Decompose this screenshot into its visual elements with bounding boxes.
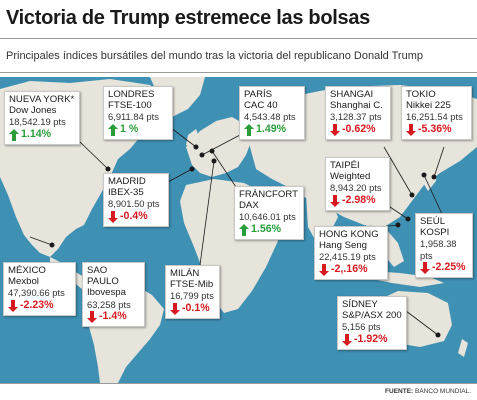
market-index: DAX [239, 200, 259, 212]
new-zealand-landmass [458, 339, 468, 357]
market-index: Nikkei 225 [406, 100, 451, 112]
market-index: S&P/ASX 200 [342, 310, 402, 322]
market-change: -1.92% [342, 333, 402, 346]
market-index: KOSPI [420, 227, 450, 239]
arrow-down-icon [170, 302, 180, 315]
market-index: Weighted [330, 171, 371, 183]
market-index: IBEX-35 [108, 187, 144, 199]
market-value: 4,543.48 pts [244, 111, 296, 123]
arrow-down-icon [330, 194, 340, 207]
market-city: SEÚL [420, 216, 446, 227]
subtitle-divider [0, 72, 477, 73]
arrow-down-icon [406, 123, 416, 136]
market-city: HONG KONG [319, 229, 379, 240]
market-change: 1 % [108, 123, 168, 136]
market-city: SÍDNEY [342, 299, 378, 310]
market-change: -2,.16% [319, 263, 383, 276]
arrow-down-icon [87, 310, 97, 323]
arrow-up-icon [108, 123, 118, 136]
market-card-hong-kong: HONG KONG Hang Seng 22,415.19 pts -2,.16… [314, 226, 388, 280]
market-city: PARÍS [244, 89, 273, 100]
page-subtitle: Principales índices bursátiles del mundo… [6, 50, 423, 62]
market-card-mexico: MÉXICO Mexbol 47,390.66 pts -2.23% [3, 262, 76, 316]
market-change: 1.49% [244, 123, 300, 136]
market-value: 5,156 pts [342, 321, 381, 333]
source-text: BANCO MUNDIAL. [415, 388, 471, 395]
market-change: -2.98% [330, 194, 385, 207]
market-city: TAIPÉI [330, 160, 360, 171]
market-change: -2.25% [420, 261, 468, 274]
page-title: Victoria de Trump estremece las bolsas [6, 7, 370, 29]
market-value: 6,911.84 pts [108, 111, 159, 123]
market-change: 1.56% [239, 223, 299, 236]
arrow-down-icon [420, 261, 430, 274]
market-city: MILÁN [170, 268, 200, 279]
market-card-shangai: SHANGAI Shanghai C. 3,128.37 pts -0.62% [325, 86, 391, 140]
market-city: LONDRES [108, 89, 155, 100]
market-value: 8,901.50 pts [108, 198, 160, 210]
market-change: -0.1% [170, 302, 215, 315]
market-index: Hang Seng [319, 240, 368, 252]
market-index: FTSE-100 [108, 100, 152, 112]
market-value: 18,542.19 pts [9, 116, 66, 128]
title-divider [0, 38, 477, 39]
arrow-up-icon [244, 123, 254, 136]
footer-divider [0, 383, 477, 384]
market-index: Ibovespa [87, 287, 126, 299]
arrow-down-icon [330, 123, 340, 136]
market-change: 1.14% [9, 128, 75, 141]
market-card-madrid: MADRID IBEX-35 8,901.50 pts -0.4% [103, 173, 169, 227]
arrow-down-icon [8, 299, 18, 312]
indonesia-landmass [370, 271, 444, 287]
market-change: -0.4% [108, 210, 164, 223]
europe-landmass [186, 117, 252, 177]
japan-landmass [422, 157, 438, 191]
market-card-milan: MILÁN FTSE-Mib 16,799 pts -0.1% [165, 265, 220, 319]
market-city: MÉXICO [8, 265, 46, 276]
market-card-nueva-york: NUEVA YORK* Dow Jones 18,542.19 pts 1.14… [4, 91, 80, 145]
market-value: 47,390.66 pts [8, 287, 65, 299]
market-index: Shanghai C. [330, 100, 383, 112]
market-change: -0.62% [330, 123, 386, 136]
market-value: 63,258 pts [87, 298, 131, 310]
market-index: Mexbol [8, 276, 39, 288]
market-city: MADRID [108, 176, 146, 187]
arrow-down-icon [108, 210, 118, 223]
market-card-francfort: FRÁNCFORT DAX 10,646.01 pts 1.56% [234, 186, 304, 240]
market-change: -2.23% [8, 299, 71, 312]
market-value: 16,251.54 pts [406, 111, 463, 123]
arrow-up-icon [9, 128, 19, 141]
market-change: -5.36% [406, 123, 467, 136]
market-card-seul: SEÚL KOSPI 1,958.38 pts -2.25% [415, 213, 473, 278]
market-value: 3,128.37 pts [330, 111, 382, 123]
market-city: SHANGAI [330, 89, 374, 100]
market-card-taipei: TAIPÉI Weighted 8,943.20 pts -2.98% [325, 157, 390, 211]
arrow-down-icon [319, 263, 329, 276]
market-value: 1,958.38 pts [420, 238, 457, 261]
market-change: -1.4% [87, 310, 140, 323]
market-index: Dow Jones [9, 105, 57, 117]
market-value: 10,646.01 pts [239, 211, 296, 223]
market-card-londres: LONDRES FTSE-100 6,911.84 pts 1 % [103, 86, 173, 140]
arrow-down-icon [342, 333, 352, 346]
market-city-note: * [70, 94, 75, 105]
market-card-sao-paulo: SAO PAULO Ibovespa 63,258 pts -1.4% [82, 262, 145, 327]
arrow-up-icon [239, 223, 249, 236]
market-city: SAO PAULO [87, 265, 119, 288]
market-value: 8,943.20 pts [330, 182, 382, 194]
source-note: FUENTE: BANCO MUNDIAL. [385, 388, 471, 395]
source-label: FUENTE: [385, 388, 414, 395]
market-value: 16,799 pts [170, 290, 214, 302]
market-card-tokio: TOKIO Nikkei 225 16,251.54 pts -5.36% [401, 86, 472, 140]
market-index: FTSE-Mib [170, 279, 214, 291]
market-index: CAC 40 [244, 100, 278, 112]
market-city: NUEVA YORK [9, 94, 71, 105]
market-card-sidney: SÍDNEY S&P/ASX 200 5,156 pts -1.92% [337, 296, 407, 350]
market-city: FRÁNCFORT [239, 189, 298, 200]
market-city: TOKIO [406, 89, 436, 100]
market-card-paris: PARÍS CAC 40 4,543.48 pts 1.49% [239, 86, 305, 140]
market-value: 22,415.19 pts [319, 251, 376, 263]
